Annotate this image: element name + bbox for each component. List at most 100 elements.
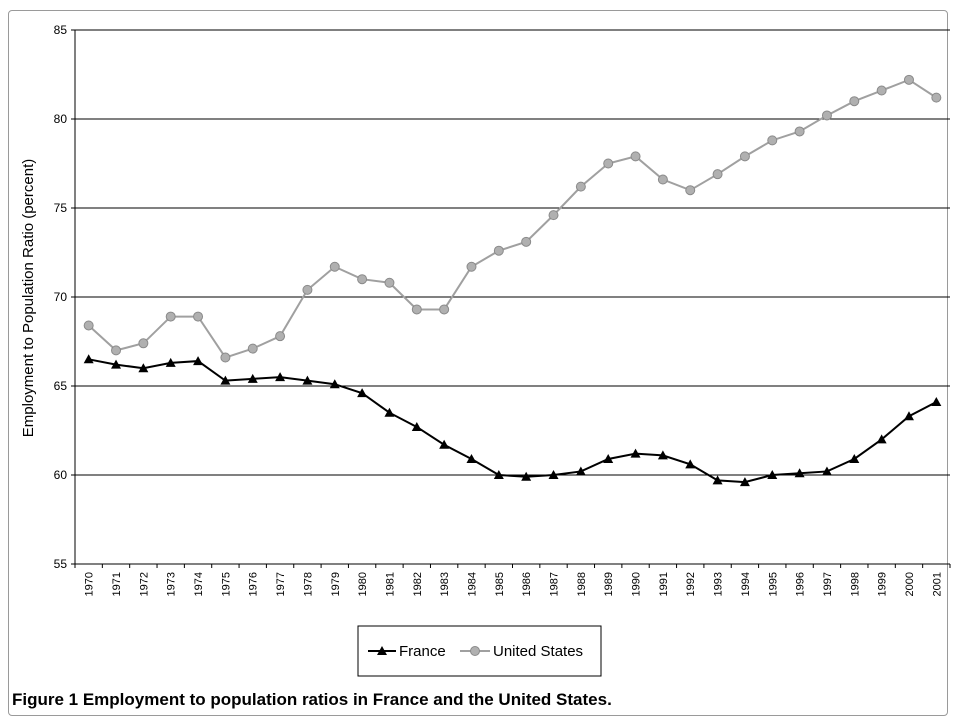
data-point-united-states xyxy=(138,338,149,349)
data-point-united-states xyxy=(439,304,450,315)
data-point-france xyxy=(657,450,668,460)
data-point-france xyxy=(575,466,586,476)
data-point-france xyxy=(220,375,231,385)
data-point-france xyxy=(439,439,450,449)
data-point-united-states xyxy=(521,236,532,247)
x-tick-label: 1990 xyxy=(631,572,643,596)
x-tick-label: 1986 xyxy=(521,572,533,596)
data-point-france xyxy=(466,453,477,463)
x-tick-label: 1988 xyxy=(576,572,588,596)
x-tick-label: 1985 xyxy=(494,572,506,596)
y-tick-label: 85 xyxy=(54,23,68,37)
x-tick-label: 1972 xyxy=(138,572,150,596)
data-point-france xyxy=(712,475,723,485)
data-point-france xyxy=(739,477,750,487)
x-tick-label: 1991 xyxy=(658,572,670,596)
x-tick-label: 1984 xyxy=(466,572,478,596)
data-point-united-states xyxy=(275,331,286,342)
legend-us-label: United States xyxy=(493,643,583,660)
series-line-france xyxy=(88,358,937,484)
x-tick-labels: 1970 1971 1972 1973 1974 1975 1976 1977 1978 1979… xyxy=(84,572,944,596)
y-tick-label: 80 xyxy=(54,112,68,126)
y-tick-label: 55 xyxy=(54,557,68,571)
data-point-france xyxy=(630,448,641,458)
legend-france-label: France xyxy=(399,643,446,660)
y-tick-label: 65 xyxy=(54,379,68,393)
x-tick-label: 1975 xyxy=(220,572,232,596)
data-point-united-states xyxy=(83,320,94,331)
legend-us-marker xyxy=(470,646,480,656)
x-tick-label: 1980 xyxy=(357,572,369,596)
data-point-france xyxy=(767,470,778,479)
data-point-united-states xyxy=(493,245,504,256)
y-axis-label: Employment to Population Ratio (percent) xyxy=(20,159,37,437)
data-point-united-states xyxy=(357,274,368,285)
data-point-united-states xyxy=(603,158,614,169)
data-point-united-states xyxy=(876,85,887,96)
x-tick-label: 1997 xyxy=(822,572,834,596)
x-tick-label: 1982 xyxy=(412,572,424,596)
x-tick-label: 1996 xyxy=(795,572,807,596)
data-point-france xyxy=(931,397,942,407)
data-point-united-states xyxy=(739,151,750,162)
x-tick-label: 2000 xyxy=(904,572,916,596)
data-point-united-states xyxy=(302,284,313,295)
legend: France United States xyxy=(357,625,602,677)
x-tick-label: 1992 xyxy=(685,572,697,596)
data-point-france xyxy=(111,359,122,369)
data-point-france xyxy=(411,421,422,431)
data-point-france xyxy=(849,453,860,463)
data-point-france xyxy=(83,354,94,364)
data-point-france xyxy=(603,453,614,463)
data-point-united-states xyxy=(849,96,860,107)
data-point-united-states xyxy=(466,261,477,272)
data-point-united-states xyxy=(220,352,231,363)
data-point-france xyxy=(247,373,258,383)
y-tick-label: 60 xyxy=(54,468,68,482)
x-tick-label: 1973 xyxy=(166,572,178,596)
x-tick-label: 1993 xyxy=(713,572,725,596)
x-tick-label: 1971 xyxy=(111,572,123,596)
data-point-united-states xyxy=(384,277,395,288)
data-point-united-states xyxy=(329,261,340,272)
data-point-united-states xyxy=(903,74,914,85)
x-tick-label: 2001 xyxy=(931,572,943,596)
y-tick-label: 75 xyxy=(54,201,68,215)
data-point-france xyxy=(548,470,559,479)
x-tick-label: 1995 xyxy=(767,572,779,596)
data-point-france xyxy=(165,357,176,367)
x-tick-label: 1981 xyxy=(384,572,396,596)
data-point-france xyxy=(275,372,286,382)
x-tick-label: 1994 xyxy=(740,572,752,596)
data-point-france xyxy=(521,471,532,481)
x-tick-label: 1999 xyxy=(877,572,889,596)
figure-frame xyxy=(8,10,948,716)
data-point-united-states xyxy=(630,151,641,162)
data-point-united-states xyxy=(657,174,668,185)
x-tick-label: 1989 xyxy=(603,572,615,596)
axes xyxy=(71,29,951,568)
data-point-france xyxy=(302,375,313,385)
series-layer xyxy=(83,74,942,487)
x-tick-label: 1987 xyxy=(549,572,561,596)
x-tick-label: 1970 xyxy=(84,572,96,596)
x-tick-label: 1978 xyxy=(302,572,314,596)
data-point-united-states xyxy=(821,110,832,121)
legend-france-marker xyxy=(377,646,387,655)
x-tick-label: 1998 xyxy=(849,572,861,596)
x-tick-label: 1979 xyxy=(330,572,342,596)
data-point-france xyxy=(493,470,504,479)
data-point-united-states xyxy=(575,181,586,192)
data-point-france xyxy=(685,459,696,469)
data-point-united-states xyxy=(111,345,122,356)
data-point-france xyxy=(384,407,395,417)
data-point-united-states xyxy=(931,92,942,103)
x-tick-label: 1983 xyxy=(439,572,451,596)
y-tick-labels: 55 60 65 70 75 80 85 xyxy=(54,23,68,571)
data-point-france xyxy=(193,356,204,366)
data-point-france xyxy=(821,466,832,476)
x-tick-label: 1976 xyxy=(248,572,260,596)
data-point-france xyxy=(876,434,887,444)
figure-caption: Figure 1 Employment to population ratios… xyxy=(12,690,612,709)
